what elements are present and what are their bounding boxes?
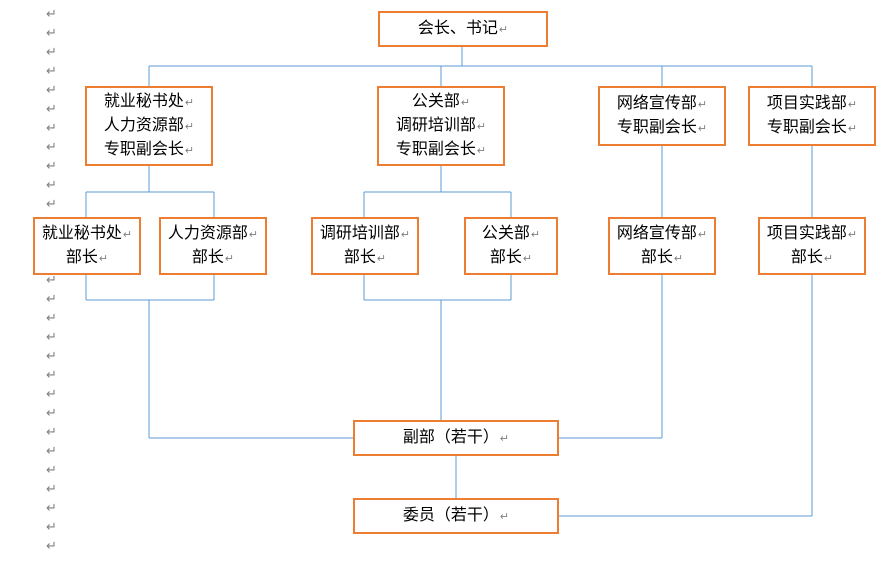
node-dir3: 调研培训部↵部长↵	[311, 217, 419, 275]
node-root-line: 会长、书记↵	[418, 17, 508, 41]
line-end-mark: ↵	[99, 253, 108, 265]
node-dir6: 项目实践部↵部长↵	[758, 217, 866, 275]
node-dir5-line: 部长↵	[641, 246, 683, 270]
node-dir1-line: 就业秘书处↵	[42, 222, 132, 246]
node-vp4-line: 项目实践部↵	[767, 92, 857, 116]
line-end-mark: ↵	[674, 253, 683, 265]
node-vp2-line: 公关部↵	[412, 90, 470, 114]
node-dir2-line: 人力资源部↵	[168, 222, 258, 246]
line-end-mark: ↵	[185, 121, 194, 133]
line-end-mark: ↵	[377, 253, 386, 265]
node-dir4-line: 部长↵	[490, 246, 532, 270]
line-end-mark: ↵	[461, 97, 470, 109]
node-member-line: 委员（若干）↵	[403, 504, 509, 528]
line-end-mark: ↵	[698, 229, 707, 241]
node-vp2-line: 调研培训部↵	[396, 114, 486, 138]
node-vp3: 网络宣传部↵专职副会长↵	[598, 86, 726, 146]
line-end-mark: ↵	[698, 123, 707, 135]
node-vp4: 项目实践部↵专职副会长↵	[748, 86, 876, 146]
node-vp1: 就业秘书处↵人力资源部↵专职副会长↵	[85, 86, 213, 166]
node-deputy: 副部（若干）↵	[353, 420, 559, 456]
node-member: 委员（若干）↵	[353, 498, 559, 534]
line-end-mark: ↵	[848, 99, 857, 111]
line-end-mark: ↵	[123, 229, 132, 241]
line-end-mark: ↵	[499, 24, 508, 36]
line-end-mark: ↵	[523, 253, 532, 265]
node-dir6-line: 部长↵	[791, 246, 833, 270]
line-end-mark: ↵	[500, 433, 509, 445]
node-vp1-line: 就业秘书处↵	[104, 90, 194, 114]
line-end-mark: ↵	[401, 229, 410, 241]
org-chart: ↵↵↵↵↵ ↵↵↵↵↵ ↵↵↵↵↵ ↵↵↵↵↵ ↵↵↵↵↵ ↵↵↵↵ 会长、书记…	[0, 0, 887, 577]
node-dir1: 就业秘书处↵部长↵	[33, 217, 141, 275]
line-end-mark: ↵	[500, 511, 509, 523]
line-end-mark: ↵	[225, 253, 234, 265]
node-dir6-line: 项目实践部↵	[767, 222, 857, 246]
line-end-mark: ↵	[824, 253, 833, 265]
node-dir2: 人力资源部↵部长↵	[159, 217, 267, 275]
node-dir3-line: 调研培训部↵	[320, 222, 410, 246]
node-dir4: 公关部↵部长↵	[464, 217, 558, 275]
node-dir4-line: 公关部↵	[482, 222, 540, 246]
node-vp4-line: 专职副会长↵	[767, 116, 857, 140]
line-end-mark: ↵	[848, 123, 857, 135]
node-vp2-line: 专职副会长↵	[396, 138, 486, 162]
line-end-mark: ↵	[185, 97, 194, 109]
node-root: 会长、书记↵	[378, 11, 548, 47]
node-dir5-line: 网络宣传部↵	[617, 222, 707, 246]
node-vp3-line: 专职副会长↵	[617, 116, 707, 140]
node-dir5: 网络宣传部↵部长↵	[608, 217, 716, 275]
line-end-mark: ↵	[531, 229, 540, 241]
line-end-mark: ↵	[477, 121, 486, 133]
line-end-mark: ↵	[698, 99, 707, 111]
line-end-mark: ↵	[249, 229, 258, 241]
node-dir1-line: 部长↵	[66, 246, 108, 270]
node-vp1-line: 专职副会长↵	[104, 138, 194, 162]
node-dir3-line: 部长↵	[344, 246, 386, 270]
node-deputy-line: 副部（若干）↵	[403, 426, 509, 450]
node-vp3-line: 网络宣传部↵	[617, 92, 707, 116]
node-vp2: 公关部↵调研培训部↵专职副会长↵	[377, 86, 505, 166]
line-end-mark: ↵	[477, 145, 486, 157]
line-end-mark: ↵	[848, 229, 857, 241]
line-end-mark: ↵	[185, 145, 194, 157]
node-vp1-line: 人力资源部↵	[104, 114, 194, 138]
node-dir2-line: 部长↵	[192, 246, 234, 270]
